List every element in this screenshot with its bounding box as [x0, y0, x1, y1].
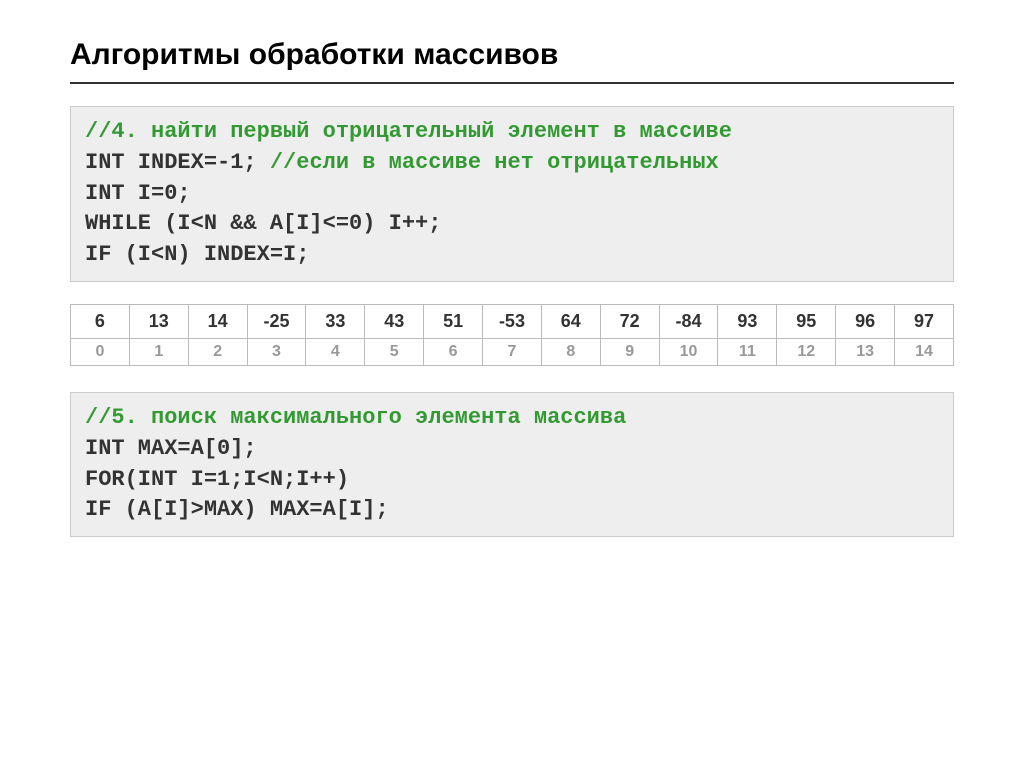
index-cell: 1	[129, 338, 188, 365]
array-cell: 33	[306, 304, 365, 338]
code-line: INT I=0;	[85, 179, 939, 210]
array-cell: -25	[247, 304, 306, 338]
index-cell: 3	[247, 338, 306, 365]
array-cell: 6	[71, 304, 130, 338]
array-cell: 97	[895, 304, 954, 338]
code-comment: //5. поиск максимального элемента массив…	[85, 405, 626, 430]
index-cell: 6	[424, 338, 483, 365]
index-cell: 8	[541, 338, 600, 365]
array-table: 6 13 14 -25 33 43 51 -53 64 72 -84 93 95…	[70, 304, 954, 366]
code-line: INT MAX=A[0];	[85, 434, 939, 465]
table-row-indices: 0 1 2 3 4 5 6 7 8 9 10 11 12 13 14	[71, 338, 954, 365]
array-cell: 14	[188, 304, 247, 338]
code-comment: //если в массиве нет отрицательных	[270, 150, 719, 175]
index-cell: 9	[600, 338, 659, 365]
index-cell: 10	[659, 338, 718, 365]
code-line: FOR(INT I=1;I<N;I++)	[85, 465, 939, 496]
array-cell: 95	[777, 304, 836, 338]
index-cell: 4	[306, 338, 365, 365]
code-block-1: //4. найти первый отрицательный элемент …	[70, 106, 954, 282]
array-cell: 72	[600, 304, 659, 338]
code-comment: //4. найти первый отрицательный элемент …	[85, 119, 732, 144]
array-cell: 96	[836, 304, 895, 338]
index-cell: 13	[836, 338, 895, 365]
index-cell: 11	[718, 338, 777, 365]
array-cell: 64	[541, 304, 600, 338]
array-cell: 51	[424, 304, 483, 338]
index-cell: 7	[483, 338, 542, 365]
code-line: INT INDEX=-1;	[85, 150, 270, 175]
index-cell: 5	[365, 338, 424, 365]
code-line: IF (A[I]>MAX) MAX=A[I];	[85, 495, 939, 526]
index-cell: 0	[71, 338, 130, 365]
array-cell: -84	[659, 304, 718, 338]
slide-title: Алгоритмы обработки массивов	[70, 38, 954, 84]
array-cell: 93	[718, 304, 777, 338]
table-row-values: 6 13 14 -25 33 43 51 -53 64 72 -84 93 95…	[71, 304, 954, 338]
index-cell: 2	[188, 338, 247, 365]
code-line: IF (I<N) INDEX=I;	[85, 240, 939, 271]
array-cell: 13	[129, 304, 188, 338]
code-block-2: //5. поиск максимального элемента массив…	[70, 392, 954, 537]
array-cell: -53	[483, 304, 542, 338]
code-line: WHILE (I<N && A[I]<=0) I++;	[85, 209, 939, 240]
index-cell: 12	[777, 338, 836, 365]
array-cell: 43	[365, 304, 424, 338]
index-cell: 14	[895, 338, 954, 365]
